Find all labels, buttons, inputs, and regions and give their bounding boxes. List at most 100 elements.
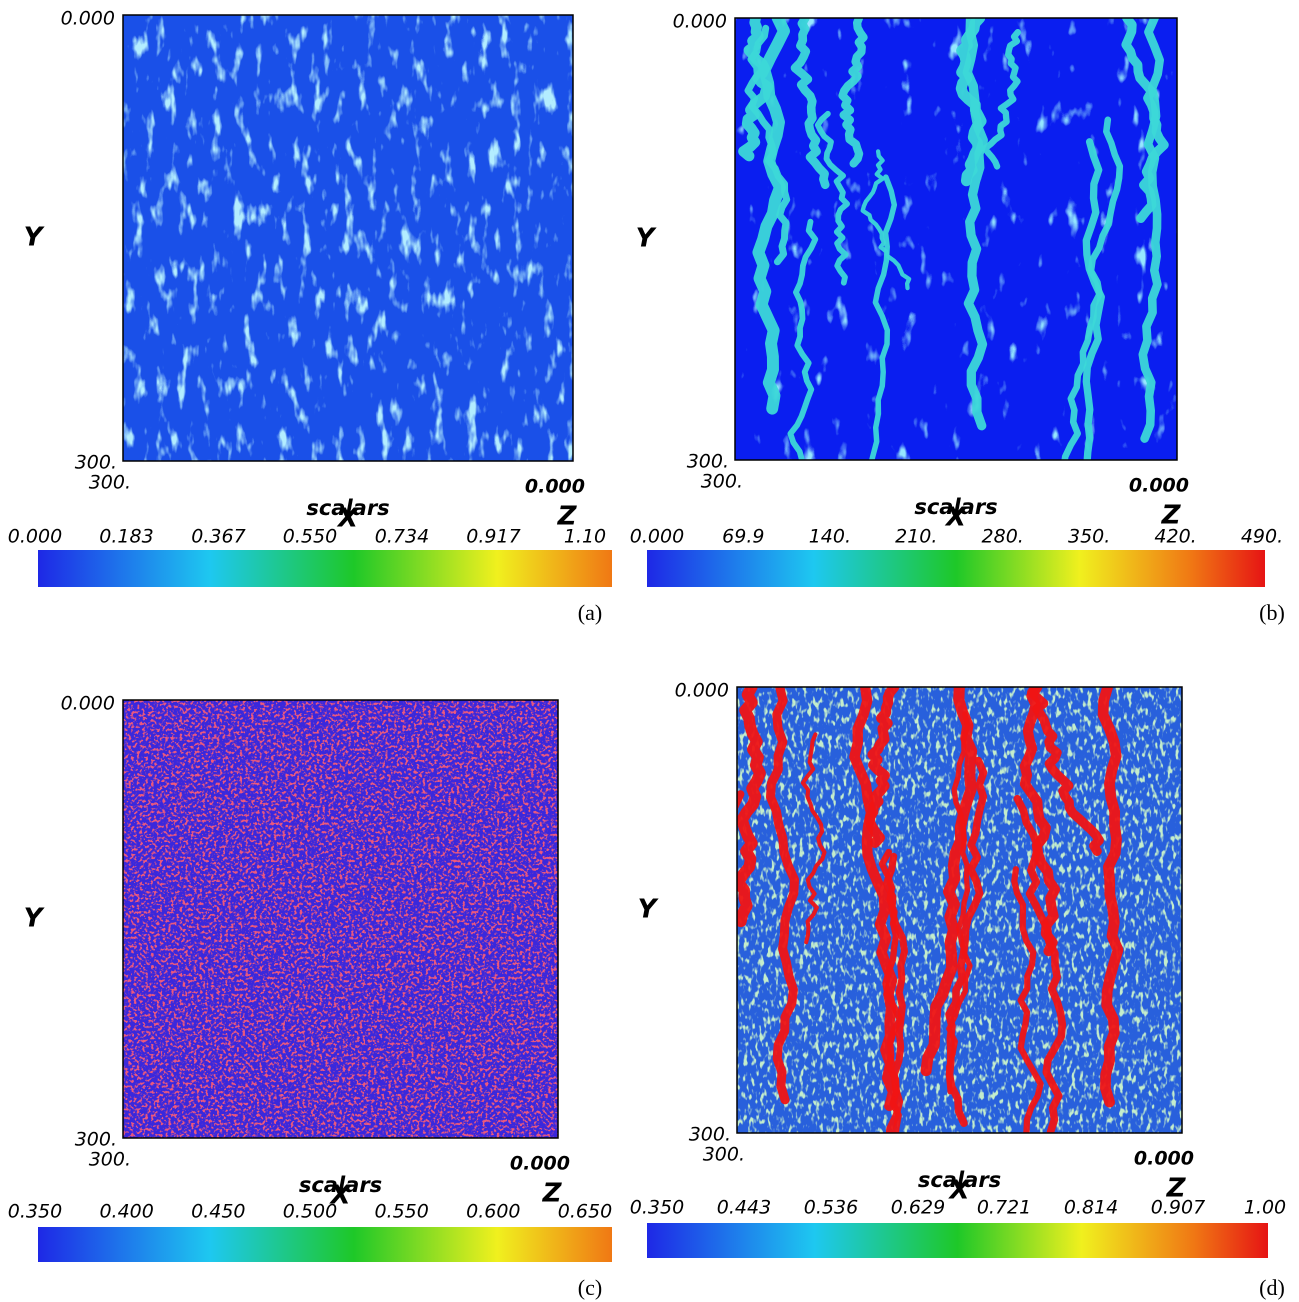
scalar-field: [123, 700, 558, 1138]
colorbar-tick-label: 0.600: [466, 1201, 520, 1223]
crack: [790, 18, 830, 190]
colorbar-title: scalars: [918, 1168, 1001, 1192]
crack: [920, 687, 978, 1077]
y-tick-label: 0.000: [673, 11, 727, 33]
colorbar-tick-label: 0.000: [8, 526, 62, 548]
y-tick-label: 0.000: [675, 680, 729, 702]
panel-label: (d): [1259, 1275, 1285, 1300]
crack: [787, 218, 819, 460]
x-tick-label: 0.000: [525, 476, 585, 498]
colorbar-tick-label: 0.000: [630, 526, 684, 548]
x-tick-label: 300.: [89, 1149, 131, 1171]
colorbar-tick-label: 0.350: [630, 1197, 684, 1219]
x-axis-title: X: [947, 1176, 971, 1206]
crack: [1027, 687, 1104, 856]
y-tick-label: 0.000: [61, 693, 115, 715]
crack: [1061, 116, 1124, 460]
colorbar: [38, 1227, 612, 1262]
colorbar-tick-label: 140.: [809, 526, 851, 548]
y-axis-title: Y: [24, 223, 46, 253]
x-axis-title: X: [336, 504, 360, 534]
crack: [765, 687, 800, 1105]
crack: [1019, 687, 1061, 957]
field-texture: [123, 700, 558, 1138]
y-axis-title: Y: [24, 904, 46, 934]
crack: [814, 110, 850, 286]
x-tick-label: 0.000: [510, 1153, 570, 1175]
colorbar-tick-label: 0.550: [374, 1201, 428, 1223]
colorbar-tick-label: 490.: [1241, 526, 1283, 548]
field-frame: [734, 17, 1178, 461]
colorbar-tick-label: 69.9: [722, 526, 764, 548]
field-texture: [123, 15, 573, 461]
colorbar-tick-label: 0.443: [717, 1197, 771, 1219]
colorbar-tick-label: 280.: [982, 526, 1024, 548]
crack: [981, 29, 1021, 170]
y-axis-title: Y: [638, 895, 660, 925]
y-tick-label: 0.000: [61, 8, 115, 30]
colorbar-tick-label: 0.814: [1064, 1197, 1118, 1219]
crack: [1013, 794, 1067, 1133]
crack: [738, 18, 774, 162]
colorbar-tick-label: 0.450: [191, 1201, 245, 1223]
colorbar: [647, 550, 1265, 587]
colorbar-tick-label: 1.10: [564, 526, 606, 548]
colorbar-tick-label: 0.629: [891, 1197, 945, 1219]
colorbar-tick-label: 0.734: [375, 526, 429, 548]
scalar-field: [735, 18, 1177, 460]
colorbar-tick-label: 0.350: [8, 1201, 62, 1223]
colorbar-title: scalars: [299, 1173, 382, 1197]
colorbar-tick-label: 0.367: [191, 526, 245, 548]
crack: [869, 174, 898, 460]
colorbar-tick-label: 0.183: [99, 526, 153, 548]
x-tick-label: 300.: [89, 472, 131, 494]
y-tick-label: 300.: [75, 452, 117, 474]
x-tick-label: 0.000: [1129, 475, 1189, 497]
colorbar: [38, 550, 612, 587]
crack: [744, 24, 791, 266]
scalar-field: [737, 687, 1182, 1133]
colorbar-tick-label: 0.917: [466, 526, 520, 548]
crack: [1121, 18, 1169, 223]
panel-label: (c): [578, 1275, 602, 1300]
crack: [737, 687, 766, 928]
crack: [882, 852, 908, 1133]
field-frame: [122, 14, 574, 462]
x-axis-title: X: [944, 503, 968, 533]
colorbar-tick-label: 210.: [895, 526, 937, 548]
colorbar-title: scalars: [914, 495, 997, 519]
y-tick-label: 300.: [687, 451, 729, 473]
crack: [864, 687, 900, 849]
y-tick-label: 300.: [75, 1129, 117, 1151]
x-tick-label: 300.: [701, 471, 743, 493]
x-tick-label: 300.: [703, 1144, 745, 1166]
colorbar: [647, 1223, 1268, 1258]
colorbar-tick-label: 0.536: [804, 1197, 858, 1219]
scalar-field: [123, 15, 573, 461]
x-axis-title: X: [328, 1181, 352, 1211]
panel-label: (a): [578, 600, 602, 625]
colorbar-tick-label: 0.550: [283, 526, 337, 548]
colorbar-tick-label: 0.907: [1151, 1197, 1205, 1219]
x-tick-label: 0.000: [1134, 1148, 1194, 1170]
colorbar-tick-label: 0.500: [283, 1201, 337, 1223]
y-axis-title: Y: [636, 224, 658, 254]
field-frame: [122, 699, 559, 1139]
z-axis-title: Z: [1166, 1174, 1187, 1204]
crack: [945, 756, 988, 1127]
crack: [800, 732, 827, 945]
y-tick-label: 300.: [689, 1124, 731, 1146]
crack: [1011, 866, 1044, 1133]
colorbar-tick-label: 350.: [1068, 526, 1110, 548]
colorbar-title: scalars: [306, 496, 389, 520]
z-axis-title: Z: [557, 502, 578, 532]
crack: [1097, 687, 1124, 1108]
crack: [860, 149, 912, 291]
crack: [838, 18, 868, 168]
colorbar-tick-label: 0.400: [99, 1201, 153, 1223]
colorbar-tick-label: 0.721: [977, 1197, 1031, 1219]
